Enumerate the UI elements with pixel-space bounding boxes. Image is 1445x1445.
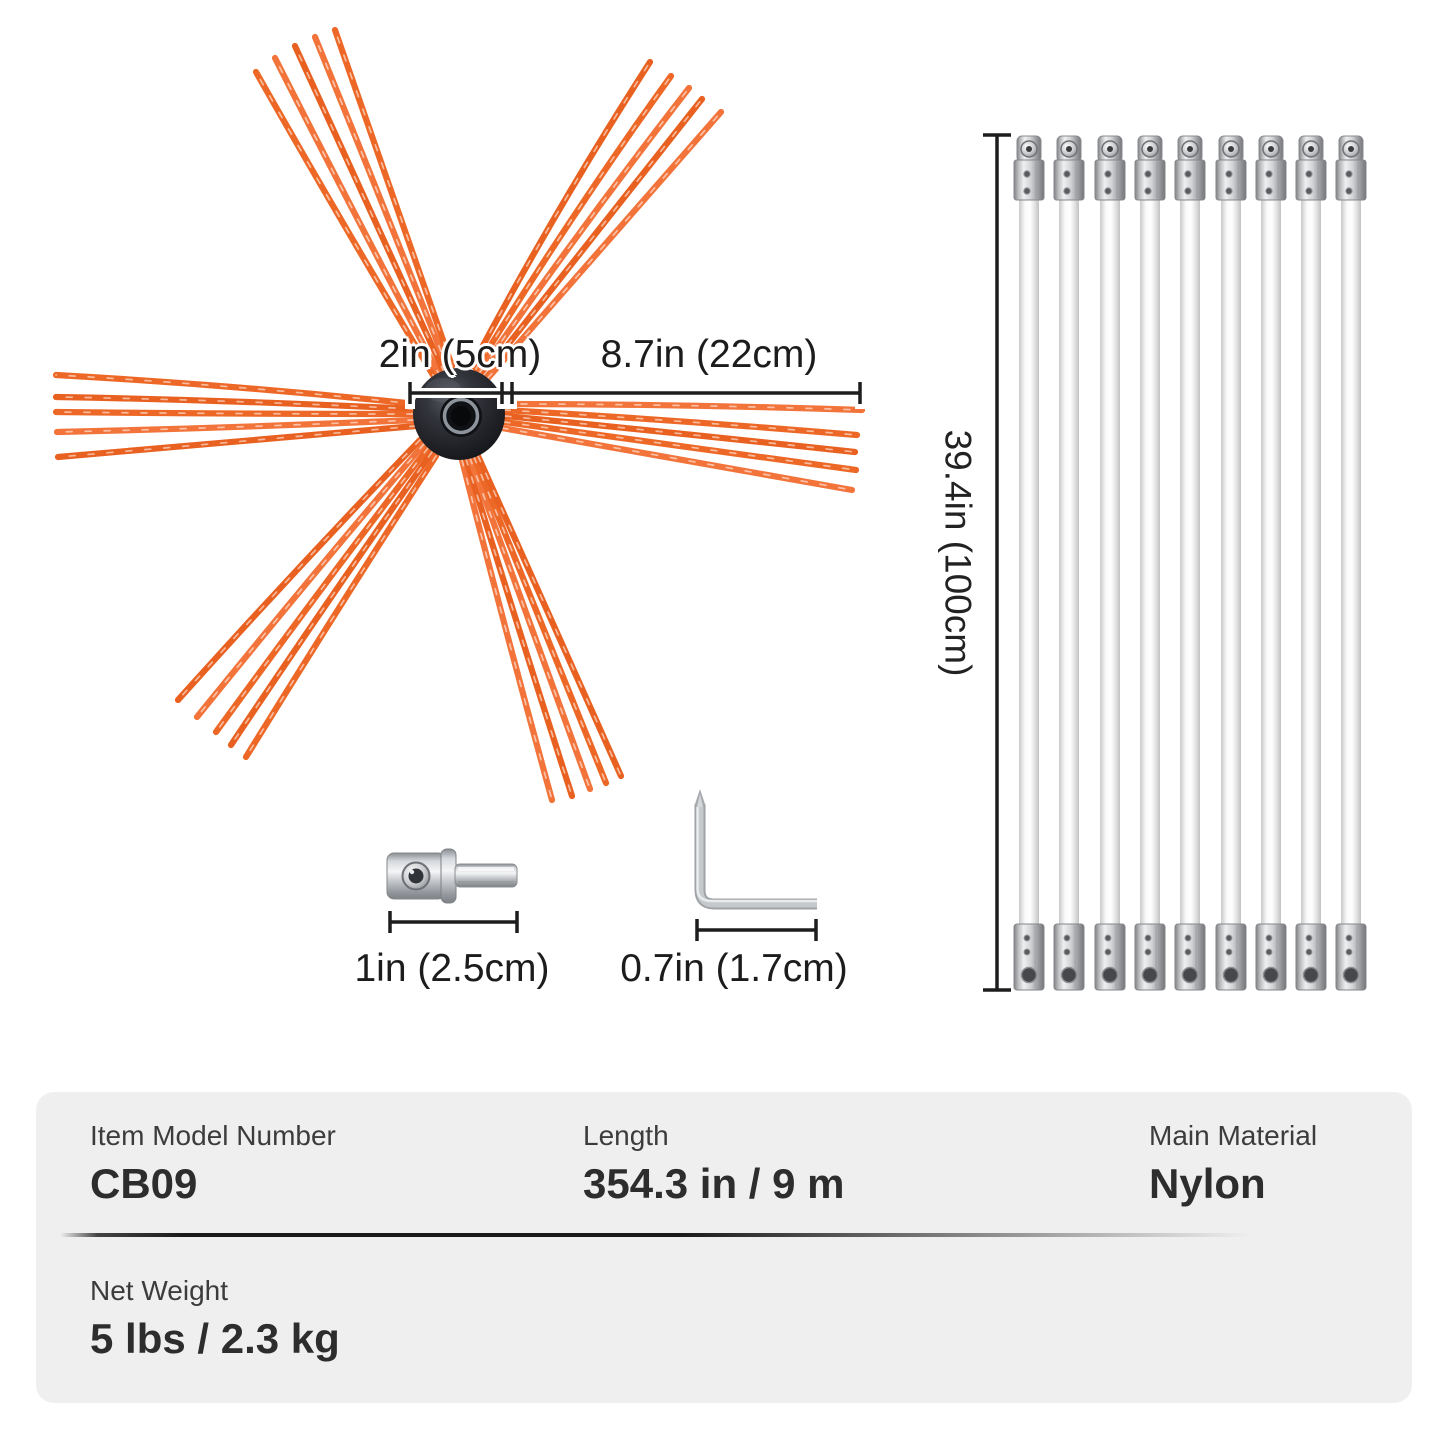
spec-length: Length 354.3 in / 9 m <box>583 1120 844 1207</box>
spec-value: Nylon <box>1149 1160 1266 1208</box>
rod-length-label: 39.4in (100cm) <box>937 429 979 677</box>
brush-hub <box>413 368 505 460</box>
hub-width-label: 2in (5cm) <box>378 333 542 376</box>
extension-rod <box>1215 135 1247 991</box>
spec-main-material: Main Material Nylon <box>1149 1120 1317 1207</box>
extension-rod <box>1335 135 1367 991</box>
spec-row-divider <box>60 1233 1300 1237</box>
spec-net-weight: Net Weight 5 lbs / 2.3 kg <box>90 1275 340 1362</box>
hex-key-illustration <box>694 789 817 910</box>
extension-rod <box>1174 135 1206 991</box>
extension-rod <box>1134 135 1166 991</box>
adapter-dimension-line <box>388 911 519 933</box>
spec-value: 5 lbs / 2.3 kg <box>90 1315 340 1363</box>
spec-value: CB09 <box>90 1160 198 1208</box>
spec-label: Main Material <box>1149 1120 1318 1151</box>
hub-width-dimension-line <box>405 377 865 409</box>
spec-label: Item Model Number <box>90 1120 336 1151</box>
adapter-length-label: 1in (2.5cm) <box>354 947 550 990</box>
hex-key-dimension-line <box>695 919 818 941</box>
brush-head-illustration <box>56 30 862 800</box>
hex-key-length-label: 0.7in (1.7cm) <box>620 947 848 990</box>
extension-rod <box>1053 135 1085 991</box>
rod-length-dimension-line <box>983 133 1011 992</box>
extension-rod <box>1013 135 1045 991</box>
extension-rod <box>1094 135 1126 991</box>
spec-item-model-number: Item Model Number CB09 <box>90 1120 336 1207</box>
extension-rod <box>1295 135 1327 991</box>
bristle-length-label: 8.7in (22cm) <box>600 333 818 376</box>
extension-rods-illustration <box>1013 135 1367 991</box>
spec-label: Length <box>583 1120 669 1151</box>
spec-label: Net Weight <box>90 1275 228 1306</box>
extension-rod <box>1255 135 1287 991</box>
spec-value: 354.3 in / 9 m <box>583 1160 845 1208</box>
drill-adapter-illustration <box>386 848 518 904</box>
spec-panel: Item Model Number CB09 Length 354.3 in /… <box>36 1092 1412 1403</box>
